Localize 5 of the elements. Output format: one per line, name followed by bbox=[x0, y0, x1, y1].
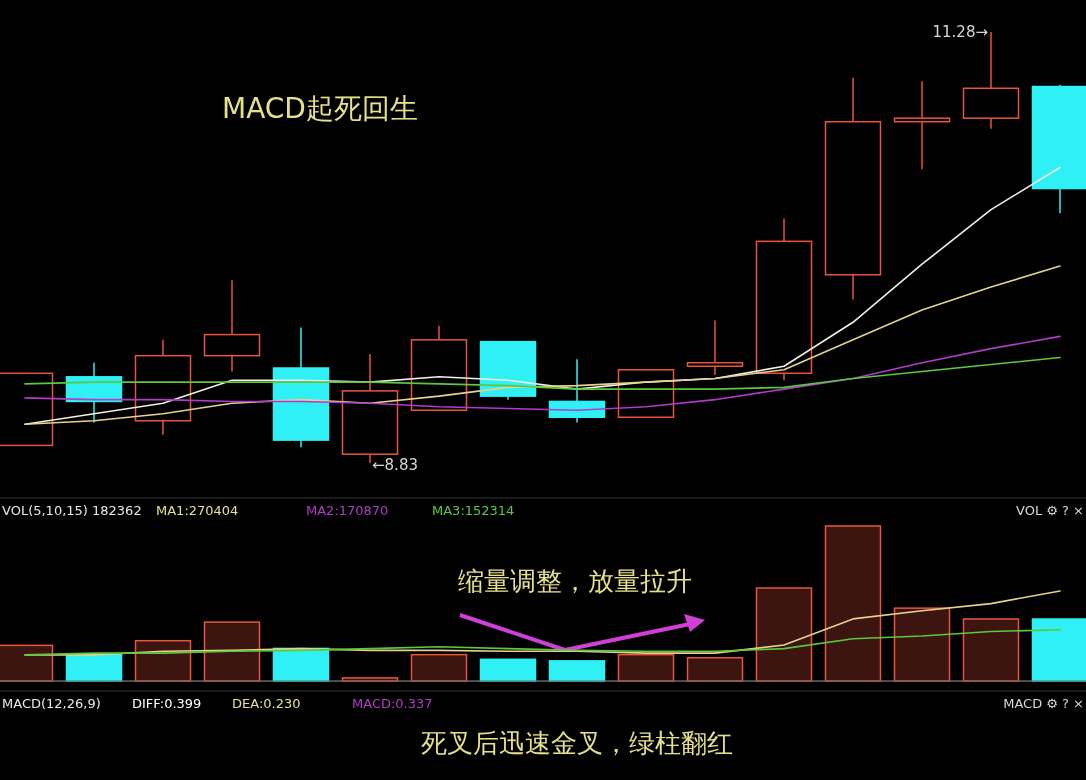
title: MACD起死回生 bbox=[222, 92, 418, 125]
controls: MACD ⚙ ? × bbox=[1003, 695, 1084, 711]
note: 缩量调整，放量拉升 bbox=[458, 565, 692, 596]
controls: VOL ⚙ ? × bbox=[1016, 502, 1084, 518]
note: 死叉后迅速金叉，绿柱翻红 bbox=[421, 727, 733, 758]
